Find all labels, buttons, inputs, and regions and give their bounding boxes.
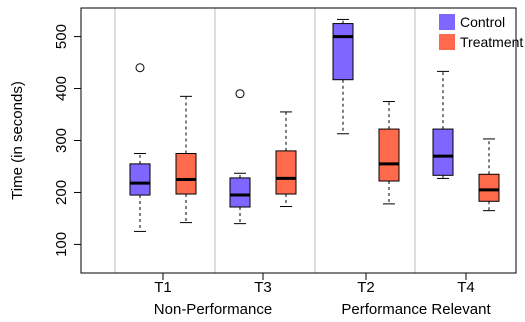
outlier-point xyxy=(135,63,145,73)
y-tick-label: 300 xyxy=(53,128,70,153)
box-T2-treatment xyxy=(378,101,400,205)
iqr-box xyxy=(432,128,454,176)
group-label: Performance Relevant xyxy=(341,301,491,318)
legend-label: Control xyxy=(460,14,505,30)
category-label-T4: T4 xyxy=(457,279,475,296)
y-tick-label: 200 xyxy=(53,180,70,205)
legend: Control Treatment xyxy=(439,14,523,50)
y-axis: 100 200 300 400 500 xyxy=(53,24,81,257)
category-label-T1: T1 xyxy=(154,279,172,296)
iqr-box xyxy=(332,23,354,81)
iqr-box xyxy=(129,163,151,196)
legend-label: Treatment xyxy=(460,34,523,50)
category-label-T2: T2 xyxy=(357,279,375,296)
box-T1-control xyxy=(129,63,151,232)
iqr-box xyxy=(478,173,500,202)
y-axis-title: Time (in seconds) xyxy=(9,81,26,200)
box-T1-treatment xyxy=(175,95,197,224)
y-tick-label: 100 xyxy=(53,232,70,257)
category-label-T3: T3 xyxy=(254,279,272,296)
box-T3-control xyxy=(229,89,251,225)
group-label: Non-Performance xyxy=(154,301,272,318)
group-dividers xyxy=(114,8,416,273)
iqr-box xyxy=(229,177,251,208)
y-tick-label: 500 xyxy=(53,24,70,49)
legend-swatch xyxy=(439,34,455,50)
legend-swatch xyxy=(439,14,455,30)
box-T4-control xyxy=(432,70,454,179)
outlier-point xyxy=(235,89,245,99)
iqr-box xyxy=(175,152,197,195)
box-T2-control xyxy=(332,18,354,135)
y-tick-label: 400 xyxy=(53,76,70,101)
boxes xyxy=(129,18,500,232)
x-axis-labels: T1 T3 T2 T4 Non-Performance Performance Relev… xyxy=(154,273,491,318)
box-T4-treatment xyxy=(478,138,500,212)
iqr-box xyxy=(275,150,297,195)
box-T3-treatment xyxy=(275,111,297,207)
iqr-box xyxy=(378,128,400,182)
